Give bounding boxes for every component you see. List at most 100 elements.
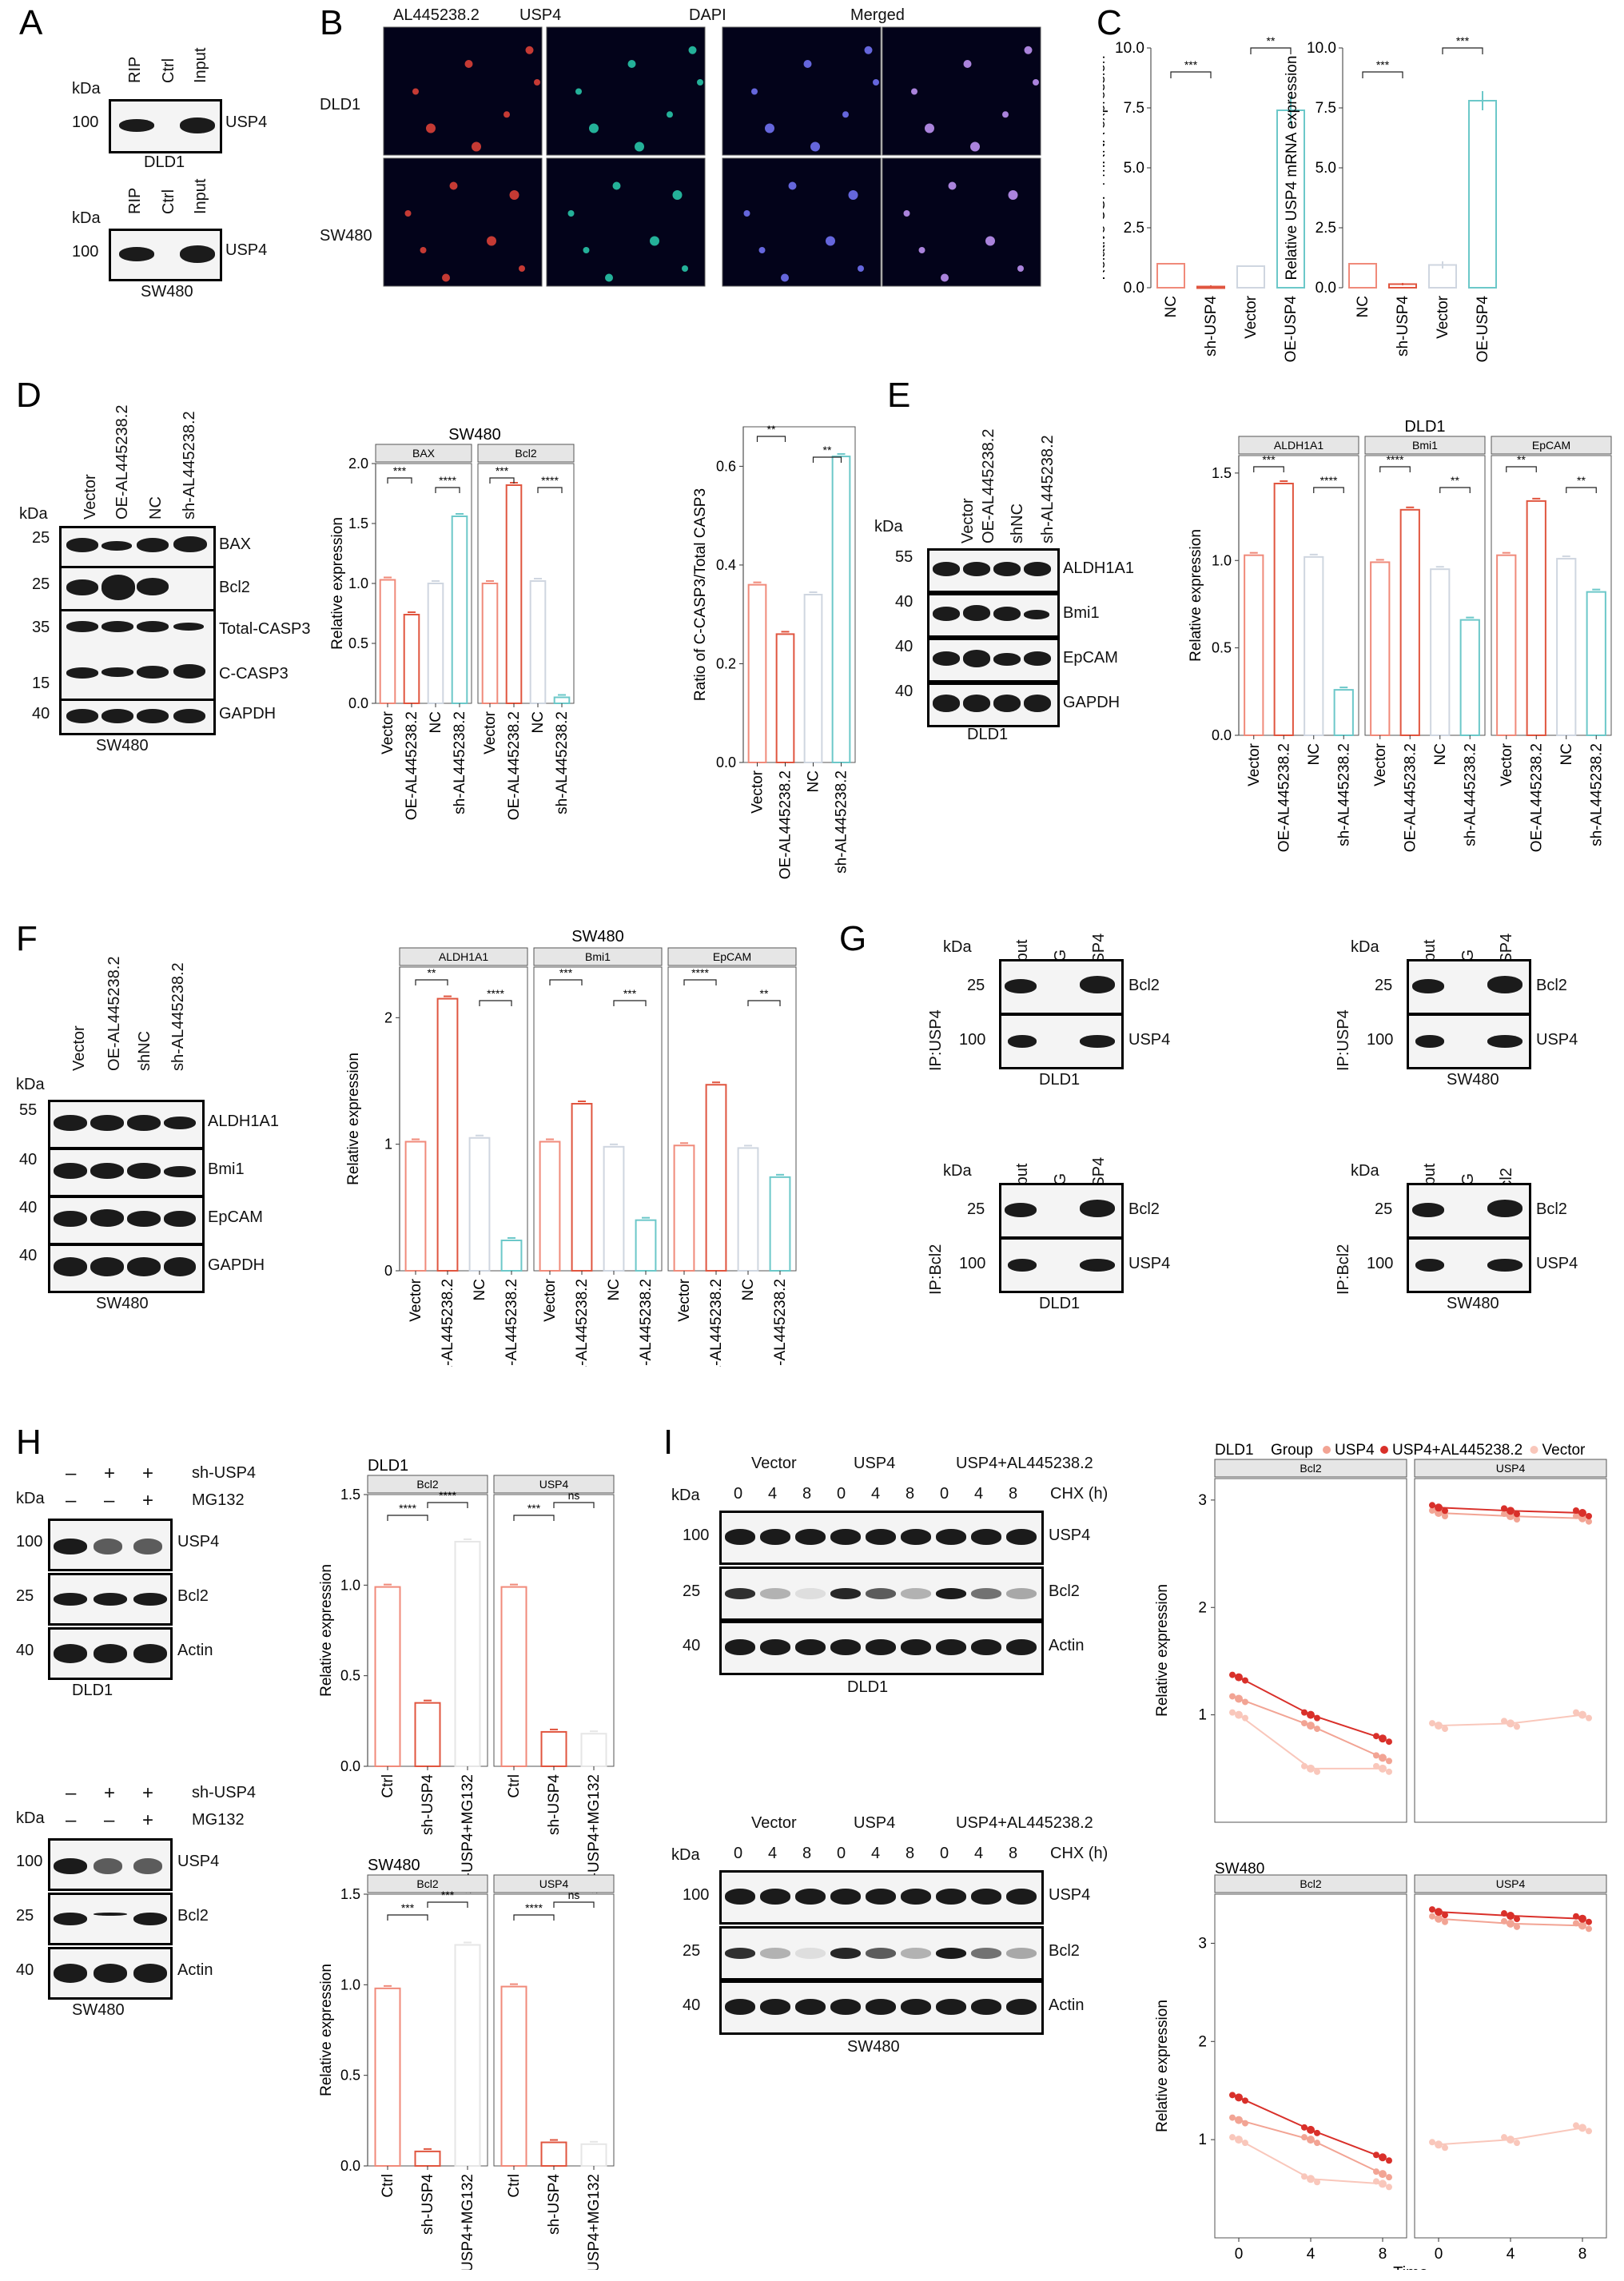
significance-bracket: [1313, 487, 1344, 493]
bar: [705, 1084, 727, 1272]
data-point: [1507, 2136, 1515, 2144]
band: [760, 1639, 790, 1655]
significance-bracket: [479, 1000, 512, 1006]
significance-bracket: [812, 456, 842, 463]
band: [971, 1588, 1001, 1599]
time-label: 8: [1009, 1845, 1018, 1862]
significance-bracket: [553, 1502, 595, 1508]
significance-bracket: [1566, 487, 1597, 493]
data-point: [1442, 1507, 1448, 1515]
fluorescent-cell: [487, 236, 496, 246]
fluorescent-cell: [635, 141, 644, 152]
channel-label: USP4: [519, 6, 562, 24]
bar: [540, 1730, 567, 1767]
y-tick-label: 2: [384, 1009, 392, 1025]
ip-label: IP:Bcl2: [1335, 1244, 1352, 1295]
y-tick-label: 7.5: [1316, 100, 1336, 117]
cell-line-label: DLD1: [1039, 1295, 1081, 1312]
bar: [1333, 689, 1354, 736]
bar: [481, 583, 499, 704]
band: [760, 1588, 790, 1599]
significance-label: ***: [623, 987, 637, 1000]
significance-label: **: [1517, 453, 1526, 466]
bar: [1556, 558, 1577, 736]
data-point: [1314, 1768, 1320, 1775]
time-label: 8: [802, 1845, 812, 1862]
significance-bracket: [513, 1914, 555, 1921]
data-point: [1242, 1698, 1248, 1706]
marker-label: 100: [16, 1533, 43, 1551]
cell-line-label: DLD1: [1039, 1071, 1081, 1089]
protein-label: Bcl2: [177, 1907, 209, 1925]
fluorescent-cell: [589, 123, 599, 133]
significance-label: ***: [1184, 58, 1198, 71]
band: [760, 1999, 790, 2015]
marker-label: 40: [895, 593, 914, 611]
bar: [1468, 100, 1497, 289]
protein-label: ALDH1A1: [1063, 559, 1134, 577]
significance-bracket: [683, 979, 717, 985]
y-tick-label: 1.0: [1212, 552, 1232, 568]
band: [1080, 976, 1115, 993]
cell-line-label: SW480: [96, 737, 149, 754]
significance-bracket: [387, 477, 412, 484]
y-tick-label: 10.0: [1115, 40, 1144, 57]
bar: [747, 583, 767, 763]
facet-panel: [493, 1494, 615, 1767]
bar: [603, 1145, 625, 1272]
y-tick-label: 1.0: [340, 1577, 360, 1593]
band: [936, 1639, 966, 1655]
y-axis-label: Relative expression: [1188, 529, 1204, 662]
x-tick-label: sh-USP4+MG132: [460, 2174, 476, 2270]
data-point: [1429, 1720, 1435, 1727]
data-point: [1586, 1513, 1592, 1519]
group-label: Vector: [751, 1814, 797, 1832]
significance-bracket: [553, 1901, 595, 1908]
facet-strip: [1214, 1459, 1407, 1478]
x-tick-label: Ctrl: [380, 1774, 396, 1798]
bar: [454, 1944, 481, 2167]
chart-title: SW480: [368, 1857, 420, 1874]
y-tick-label: 2: [1198, 2033, 1207, 2050]
data-point: [1501, 1910, 1507, 1917]
facet-label: EpCAM: [1532, 439, 1570, 452]
x-tick-label: OE-AL445238.2: [778, 770, 794, 879]
fluorescence-image: [546, 26, 706, 156]
protein-label: USP4: [177, 1853, 220, 1870]
band: [795, 1889, 826, 1905]
fluorescent-cell: [605, 273, 613, 282]
cell-line-label: SW480: [72, 2001, 125, 2019]
bar: [571, 1103, 593, 1272]
data-point: [1379, 2179, 1387, 2188]
y-tick-label: 1: [1198, 1707, 1207, 1724]
facet-panel: [493, 1893, 615, 2167]
treatment-sign: +: [142, 1490, 154, 1511]
ip-label: IP:USP4: [927, 1009, 945, 1071]
band: [54, 1644, 87, 1663]
time-label: 8: [1009, 1485, 1018, 1503]
bar: [414, 2150, 441, 2168]
data-point: [1514, 1723, 1520, 1730]
band: [1008, 1259, 1037, 1272]
significance-label: ***: [441, 1889, 455, 1901]
fluorescent-cell: [918, 247, 925, 253]
significance-label: ***: [527, 1502, 541, 1515]
panel-letter-i: I: [663, 1423, 674, 1462]
fluorescent-cell: [903, 210, 910, 217]
band: [936, 1999, 966, 2015]
data-point: [1301, 2124, 1308, 2131]
data-point: [1507, 1912, 1515, 1921]
data-point: [1314, 1714, 1320, 1722]
bar: [454, 1540, 481, 1768]
band: [54, 1858, 87, 1874]
data-point: [1586, 1518, 1592, 1525]
band: [936, 1948, 966, 1959]
treatment-label: sh-USP4: [192, 1464, 257, 1482]
data-point: [1586, 2128, 1592, 2135]
western-blot: [48, 1838, 173, 1891]
data-point: [1435, 1914, 1443, 1923]
y-tick-label: 1.0: [348, 575, 368, 591]
fluorescent-cell: [509, 190, 519, 200]
lane-label: NC: [147, 496, 165, 519]
protein-label: Bcl2: [1128, 1200, 1160, 1218]
